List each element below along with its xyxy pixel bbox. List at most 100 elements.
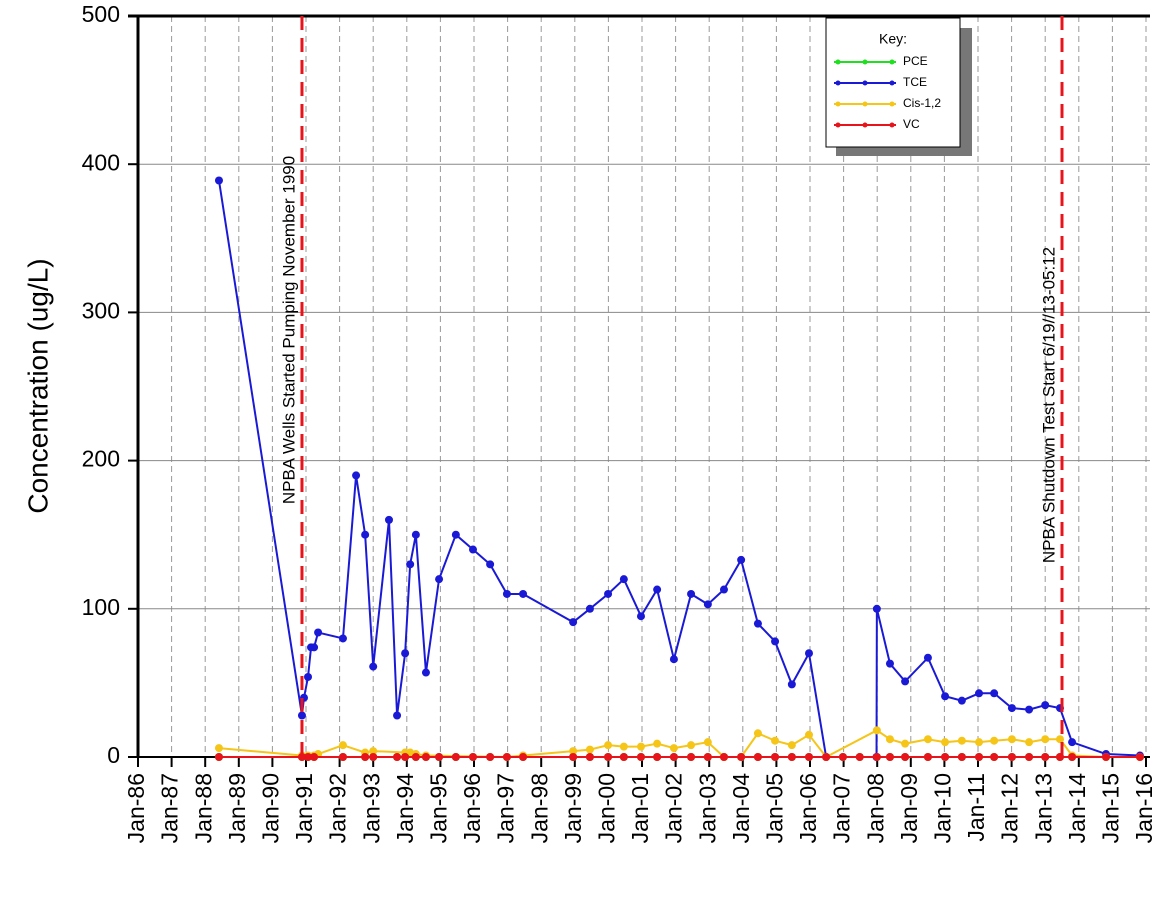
data-point <box>1041 735 1050 744</box>
data-point <box>669 744 678 753</box>
data-point <box>297 711 306 720</box>
data-point <box>957 696 966 705</box>
data-point <box>304 672 313 681</box>
data-point <box>703 753 712 761</box>
x-tick-label: Jan-88 <box>190 773 216 843</box>
data-point <box>771 753 780 761</box>
data-point <box>872 726 881 735</box>
data-point <box>975 753 984 761</box>
x-tick-label: Jan-05 <box>761 773 787 843</box>
data-point <box>1041 753 1050 761</box>
data-point <box>338 634 347 643</box>
x-tick-label: Jan-92 <box>325 773 351 843</box>
x-tick-label: Jan-00 <box>593 773 619 843</box>
legend: Key: PCE TCE Cis-1,2 VC <box>825 17 972 156</box>
data-point <box>421 753 430 761</box>
x-tick-label: Jan-03 <box>694 773 720 843</box>
data-point <box>872 604 881 613</box>
x-tick-label: Jan-07 <box>829 773 855 843</box>
data-point <box>361 753 370 761</box>
data-point <box>1102 753 1111 761</box>
data-point <box>369 753 378 761</box>
data-point <box>369 662 378 671</box>
data-point <box>451 753 460 761</box>
data-point <box>401 649 410 658</box>
x-tick-label: Jan-06 <box>795 773 821 843</box>
data-point <box>804 649 813 658</box>
x-tick-label: Jan-98 <box>526 773 552 843</box>
data-point <box>687 741 696 750</box>
data-point <box>1007 735 1016 744</box>
data-point <box>787 753 796 761</box>
data-point <box>519 589 528 598</box>
data-point <box>569 618 578 627</box>
data-point <box>411 530 420 539</box>
x-tick-label: Jan-12 <box>997 773 1023 843</box>
data-point <box>975 689 984 698</box>
x-tick-label: Jan-02 <box>661 773 687 843</box>
data-point <box>1135 753 1144 761</box>
x-tick-label: Jan-11 <box>963 773 989 842</box>
data-point <box>468 753 477 761</box>
data-point <box>855 753 864 761</box>
legend-marker <box>835 101 841 107</box>
series-line <box>218 729 1140 759</box>
y-tick-label: 500 <box>82 1 120 27</box>
data-point <box>975 738 984 747</box>
data-point <box>636 742 645 751</box>
data-point <box>990 689 999 698</box>
data-point <box>393 753 402 761</box>
y-tick-label: 200 <box>82 446 120 472</box>
data-point <box>435 575 444 584</box>
data-point <box>468 545 477 554</box>
legend-label: Cis-1,2 <box>903 96 941 110</box>
data-point <box>585 745 594 754</box>
data-point <box>753 619 762 628</box>
data-point <box>310 753 319 761</box>
data-point <box>338 741 347 750</box>
data-point <box>1025 738 1034 747</box>
x-tick-label: Jan-16 <box>1131 773 1157 843</box>
data-point <box>1055 735 1064 744</box>
data-point <box>669 753 678 761</box>
y-axis-label: Concentration (ug/L) <box>22 258 53 513</box>
data-point <box>687 589 696 598</box>
y-tick-label: 100 <box>82 594 120 620</box>
legend-marker <box>835 122 841 128</box>
x-tick-label: Jan-96 <box>459 773 485 843</box>
x-tick-label: Jan-90 <box>257 773 283 843</box>
data-point <box>923 653 932 662</box>
x-tick-label: Jan-01 <box>627 773 653 843</box>
data-point <box>901 677 910 686</box>
data-point <box>636 612 645 621</box>
data-point <box>585 753 594 761</box>
y-tick-label: 400 <box>82 149 120 175</box>
data-point <box>719 753 728 761</box>
data-point <box>923 735 932 744</box>
data-point <box>1068 753 1077 761</box>
data-point <box>297 753 306 761</box>
data-point <box>304 753 313 761</box>
data-point <box>753 729 762 738</box>
x-tick-label: Jan-13 <box>1030 773 1056 843</box>
data-point <box>1007 704 1016 713</box>
data-point <box>653 585 662 594</box>
data-point <box>703 600 712 609</box>
x-tick-label: Jan-95 <box>425 773 451 843</box>
legend-marker <box>889 101 895 107</box>
data-point <box>214 753 223 761</box>
data-point <box>585 604 594 613</box>
data-point <box>604 753 613 761</box>
x-tick-label: Jan-15 <box>1097 773 1123 843</box>
data-point <box>737 753 746 761</box>
data-point <box>619 753 628 761</box>
x-tick-label: Jan-04 <box>728 773 754 844</box>
data-point <box>737 555 746 564</box>
legend-marker <box>835 80 841 86</box>
legend-marker <box>862 80 868 86</box>
data-point <box>885 735 894 744</box>
data-point <box>314 628 323 637</box>
x-tick-label: Jan-86 <box>123 773 149 843</box>
data-point <box>653 753 662 761</box>
